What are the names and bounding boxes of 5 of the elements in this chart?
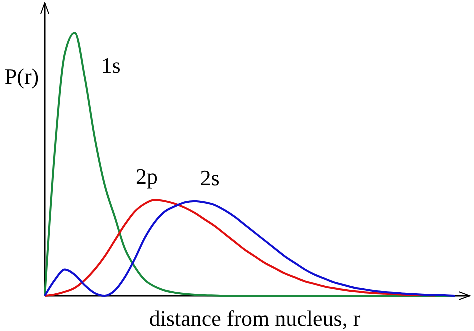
series-label: 2s	[200, 165, 220, 190]
x-axis-title: distance from nucleus, r	[149, 306, 362, 331]
series-label: 2p	[136, 164, 158, 190]
y-axis-title: P(r)	[4, 64, 40, 89]
series-label: 1s	[101, 53, 121, 78]
